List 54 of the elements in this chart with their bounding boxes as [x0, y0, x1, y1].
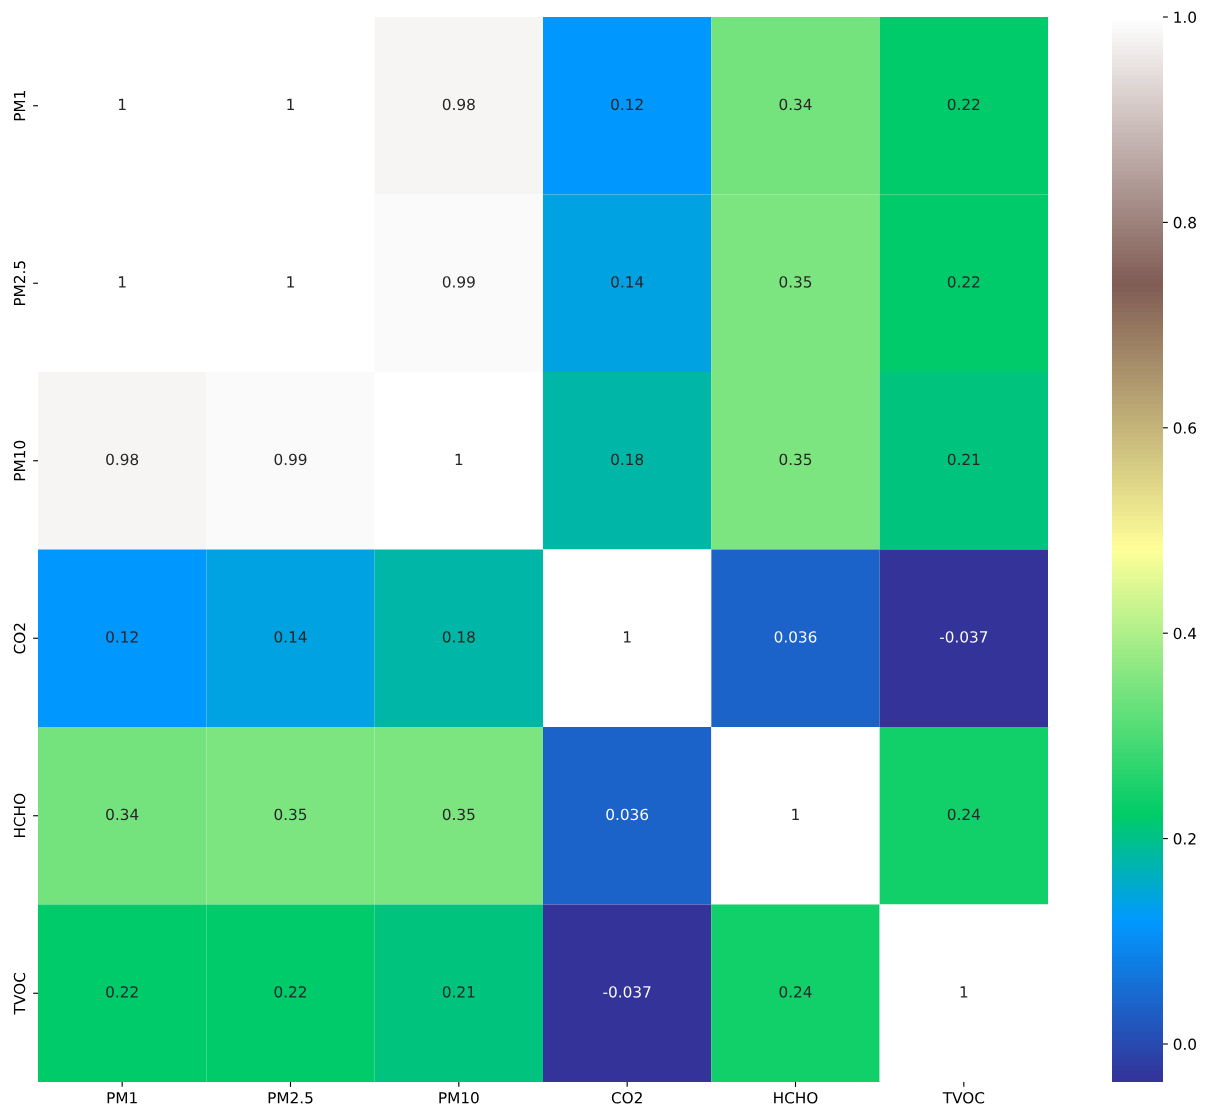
data-label: 0.12 — [106, 631, 138, 643]
color-bar-label: 0.2 — [1173, 833, 1196, 845]
x-tick-label: PM2.5 — [268, 1091, 313, 1104]
data-label: 0.35 — [274, 808, 307, 821]
data-label: 0.18 — [611, 453, 644, 466]
x-tick-label: CO2 — [611, 1091, 642, 1104]
color-bar-label: 0.4 — [1173, 627, 1197, 640]
data-label: 0.99 — [442, 276, 475, 288]
data-label: 0.34 — [106, 808, 139, 821]
y-tick-label: TVOC — [13, 972, 26, 1015]
data-label: 0.21 — [442, 986, 475, 998]
data-label: 0.22 — [947, 276, 980, 288]
data-label: -0.037 — [603, 986, 651, 998]
data-label: 0.18 — [442, 631, 475, 643]
data-label: 0.14 — [611, 276, 644, 288]
data-label: 1 — [960, 986, 968, 998]
x-tick-label: PM1 — [107, 1092, 137, 1104]
color-bar-label: 0.8 — [1173, 216, 1196, 229]
data-label: 0.99 — [274, 453, 307, 466]
y-tick-label: CO2 — [13, 623, 26, 654]
data-label: 0.22 — [947, 98, 980, 111]
data-label: 0.98 — [442, 98, 475, 111]
data-label: 0.22 — [106, 986, 138, 998]
data-label: 1 — [623, 631, 631, 643]
y-tick-label: PM1 — [13, 91, 26, 121]
data-label: 0.036 — [606, 808, 649, 821]
data-label: 0.24 — [779, 986, 812, 998]
data-label: 0.12 — [611, 98, 643, 111]
data-label: 0.35 — [779, 453, 812, 466]
color-bar-label: 0.0 — [1173, 1038, 1196, 1051]
data-label: 1 — [287, 276, 294, 288]
data-label: 0.21 — [947, 453, 980, 466]
x-tick-label: PM10 — [439, 1091, 479, 1104]
data-label: 1 — [287, 98, 294, 110]
y-tick-label: PM2.5 — [13, 261, 26, 306]
data-label: 0.98 — [106, 453, 139, 466]
data-label: 0.35 — [779, 276, 812, 288]
color-bar-label: 0.6 — [1173, 422, 1197, 434]
data-label: 0.34 — [779, 98, 812, 111]
x-tick-label: HCHO — [774, 1091, 818, 1104]
data-label: 0.35 — [442, 808, 475, 821]
data-label: 1 — [792, 808, 799, 820]
data-label: 0.24 — [947, 808, 980, 821]
data-label: 0.036 — [774, 631, 817, 643]
data-label: -0.037 — [939, 631, 988, 643]
x-tick-label: TVOC — [942, 1091, 985, 1104]
color-bar-label: 1.0 — [1174, 11, 1196, 24]
data-label: 1 — [118, 98, 126, 110]
data-label: 0.22 — [274, 986, 306, 998]
data-label: 1 — [455, 453, 463, 465]
data-label: 1 — [118, 276, 126, 288]
y-tick-label: PM10 — [13, 440, 26, 481]
y-tick-label: HCHO — [13, 793, 26, 838]
data-label: 0.14 — [274, 631, 307, 643]
